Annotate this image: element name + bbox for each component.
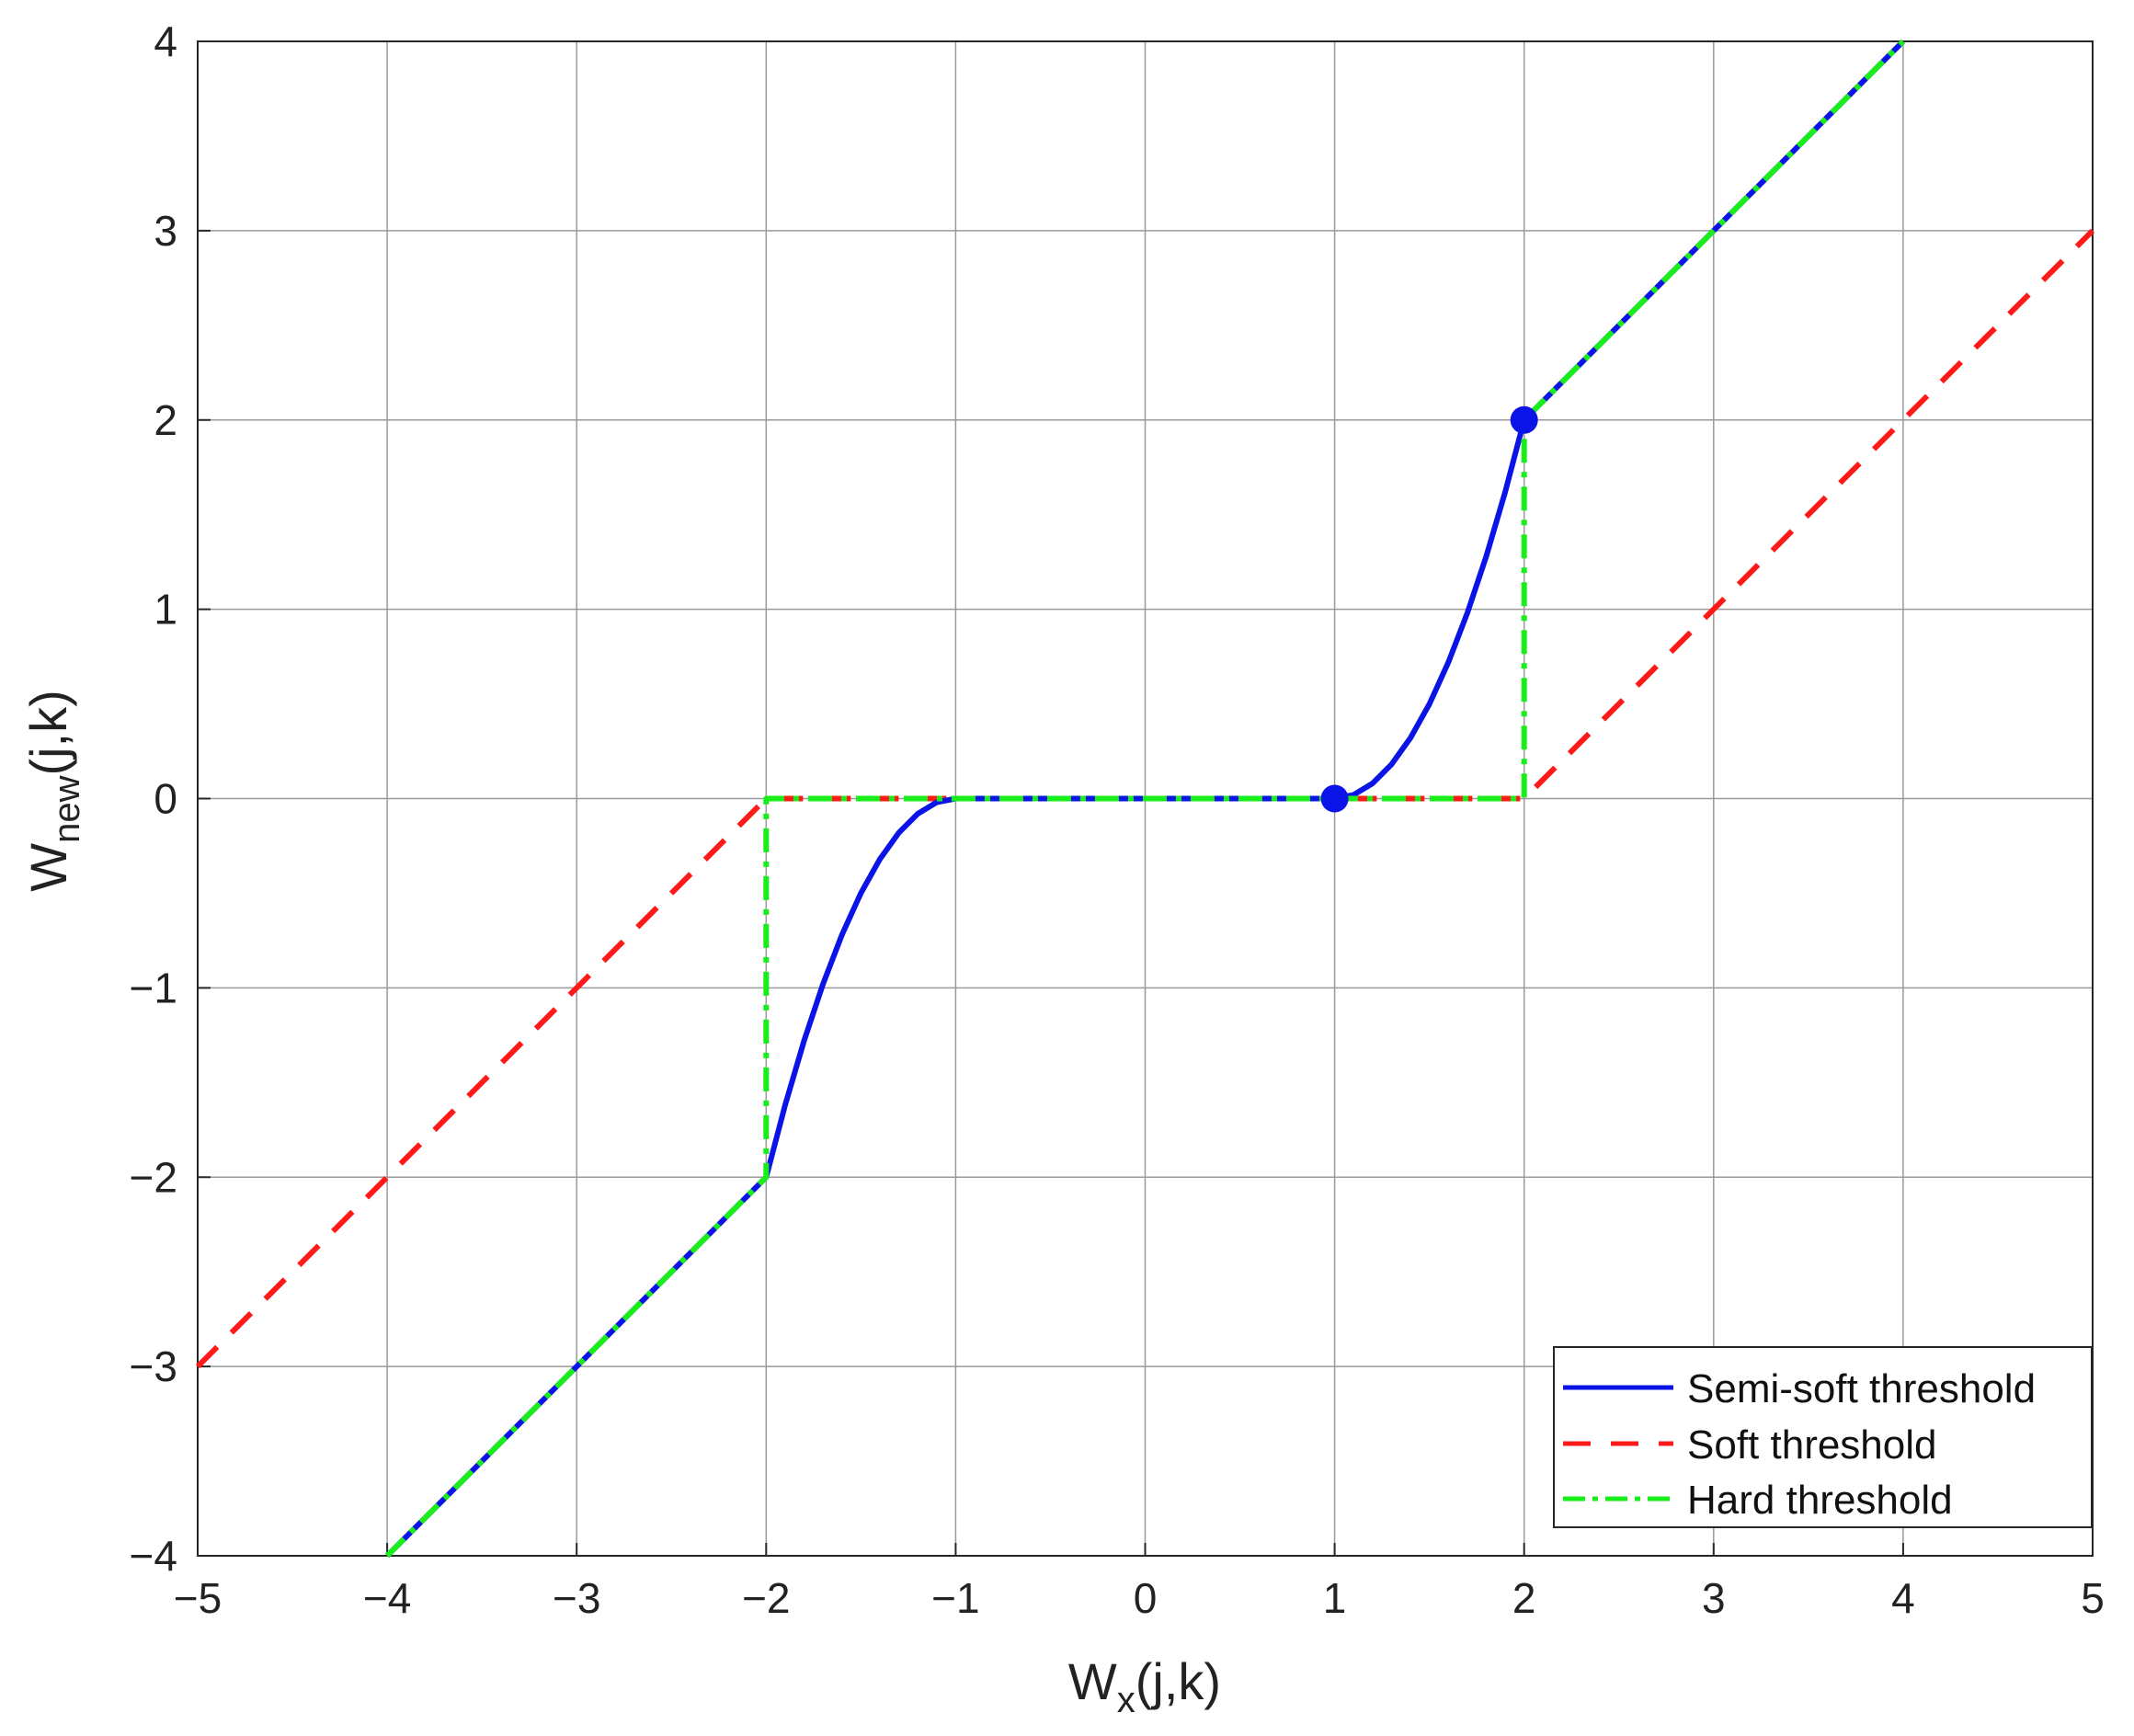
legend-box: [1553, 1346, 2093, 1528]
x-axis-label-sub: x: [1117, 1680, 1135, 1720]
x-tick-label: 5: [2081, 1574, 2105, 1622]
y-tick-label: −2: [130, 1153, 177, 1201]
x-tick-label: −5: [174, 1574, 222, 1622]
x-tick-label: −3: [553, 1574, 600, 1622]
data-point-marker: [1320, 784, 1349, 813]
series-layer: [195, 39, 2095, 1559]
y-tick-label: 1: [154, 586, 177, 634]
legend: Semi-soft threshold Soft threshold Hard …: [1553, 1346, 2093, 1528]
y-axis-label-suffix: (j,k): [19, 690, 77, 775]
x-tick-label: −1: [931, 1574, 979, 1622]
x-tick-label: 4: [1891, 1574, 1915, 1622]
x-axis-label-suffix: (j,k): [1135, 1652, 1221, 1710]
y-tick-label: 0: [154, 775, 177, 823]
y-axis-label-main: W: [19, 843, 77, 892]
y-axis-ticks: −4 −3 −2 −1 0 1 2 3 4: [130, 17, 211, 1580]
x-axis-ticks: −5 −4 −3 −2 −1 0 1 2 3 4 5: [174, 1543, 2105, 1622]
legend-label-hard: Hard threshold: [1687, 1478, 1953, 1523]
y-tick-label: 4: [154, 17, 177, 65]
series-line-hard-threshold: [384, 39, 1906, 1559]
y-axis-label-sub: new: [47, 775, 87, 842]
data-point-marker: [1510, 405, 1538, 434]
y-tick-label: 2: [154, 396, 177, 444]
x-axis-label: Wx(j,k): [1068, 1652, 1221, 1720]
x-axis-label-main: W: [1068, 1652, 1117, 1710]
x-tick-label: −4: [363, 1574, 411, 1622]
y-axis-label: Wnew(j,k): [19, 690, 87, 892]
x-tick-label: 1: [1323, 1574, 1347, 1622]
x-tick-label: 0: [1134, 1574, 1158, 1622]
x-tick-label: 2: [1512, 1574, 1536, 1622]
legend-label-soft: Soft threshold: [1687, 1422, 1937, 1468]
y-tick-label: 3: [154, 207, 177, 255]
y-tick-label: −4: [130, 1532, 177, 1580]
legend-label-semi-soft: Semi-soft threshold: [1687, 1366, 2036, 1411]
x-tick-label: 3: [1702, 1574, 1726, 1622]
series-line-soft-threshold: [195, 228, 2095, 1369]
y-tick-label: −1: [130, 964, 177, 1011]
x-tick-label: −2: [742, 1574, 790, 1622]
marker-layer: [1320, 405, 1538, 813]
y-tick-label: −3: [130, 1342, 177, 1390]
